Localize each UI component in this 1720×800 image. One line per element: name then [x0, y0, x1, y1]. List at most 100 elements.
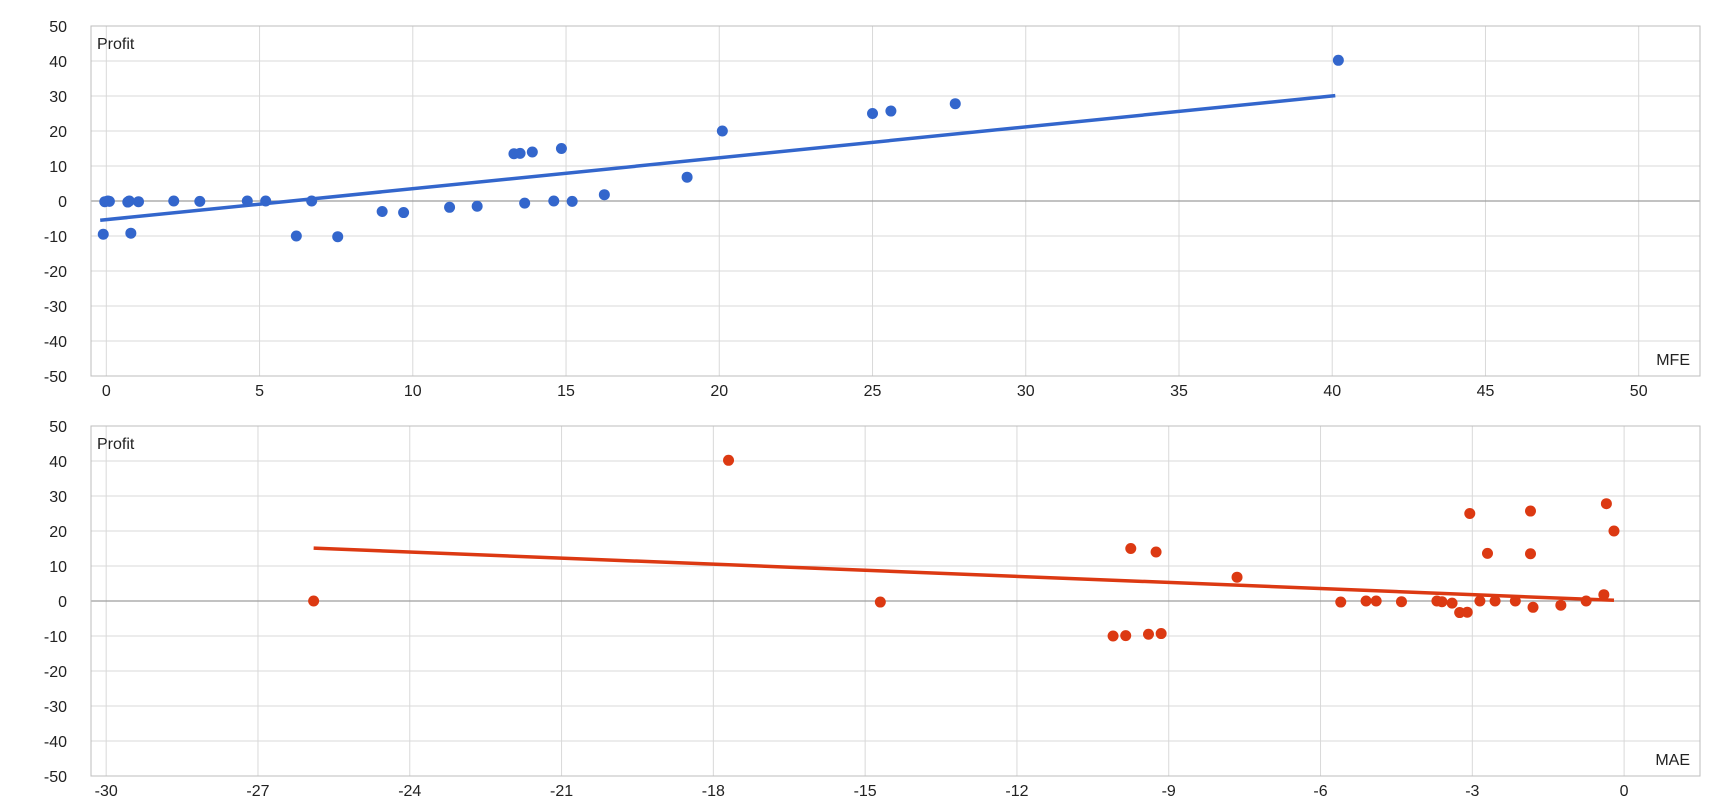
data-point [885, 105, 897, 117]
y-tick-label: -30 [44, 699, 67, 716]
y-tick-label: -50 [44, 369, 67, 386]
y-tick-label: 0 [58, 194, 67, 211]
y-tick-label: -50 [44, 769, 67, 786]
data-point [1474, 595, 1486, 607]
x-tick-labels: -30 -27 -24 -21 -18 -15 -12 -9 -6 -3 0 [95, 783, 1629, 800]
data-point [1524, 548, 1536, 560]
x-tick-label: -27 [246, 783, 269, 800]
data-point [526, 146, 538, 158]
data-point [1107, 630, 1119, 642]
data-point [1464, 508, 1476, 519]
data-point [308, 595, 320, 607]
data-point [1598, 589, 1610, 601]
data-point [566, 195, 578, 207]
x-tick-label: -30 [95, 783, 118, 800]
data-point [681, 171, 693, 183]
y-tick-label: 50 [49, 419, 67, 436]
y-tick-label: -10 [44, 229, 67, 246]
y-tick-label: 0 [58, 594, 67, 611]
y-tick-label: 40 [49, 454, 67, 471]
data-point [514, 147, 526, 159]
data-point [1370, 595, 1382, 607]
data-point [133, 196, 145, 208]
data-point [398, 207, 410, 219]
data-point [1509, 595, 1521, 607]
x-tick-label: -9 [1162, 783, 1176, 800]
data-point [1125, 543, 1137, 554]
data-point [103, 195, 115, 207]
data-point [1481, 547, 1493, 559]
data-point [97, 228, 109, 240]
y-tick-label: -30 [44, 299, 67, 316]
data-point [1150, 546, 1162, 558]
mfe-scatter-chart: 50 40 30 20 10 0 -10 -20 -30 -40 -50 0 5 10 15 20 25 30 3… [44, 19, 1701, 400]
data-point [1360, 595, 1372, 607]
data-point [1600, 498, 1612, 510]
x-tick-label: -12 [1005, 783, 1028, 800]
x-tick-label: -3 [1465, 783, 1479, 800]
x-tick-label: 10 [404, 383, 422, 400]
data-point [1608, 525, 1620, 537]
data-point [260, 195, 272, 207]
y-tick-label: -20 [44, 264, 67, 281]
data-point [1155, 628, 1167, 640]
data-point [1580, 595, 1592, 607]
y-axis-label: Profit [97, 436, 135, 453]
x-tick-labels: 0 5 10 15 20 25 30 35 40 45 50 [102, 383, 1648, 400]
data-point [1332, 54, 1344, 66]
x-tick-label: -21 [550, 783, 573, 800]
x-axis-label: MAE [1655, 752, 1690, 769]
y-axis-label: Profit [97, 36, 135, 53]
data-point [1555, 599, 1567, 611]
data-point [1489, 595, 1501, 607]
data-point [519, 197, 531, 209]
data-point [1461, 606, 1473, 618]
data-point [306, 195, 318, 207]
data-point [194, 195, 206, 207]
data-point [1395, 596, 1407, 608]
data-point [1120, 630, 1132, 642]
y-tick-label: 30 [49, 89, 67, 106]
data-points [308, 454, 1620, 642]
y-tick-label: 20 [49, 524, 67, 541]
y-tick-label: 10 [49, 559, 67, 576]
data-point [716, 125, 728, 137]
x-tick-label: 20 [710, 383, 728, 400]
x-tick-label: 0 [1620, 783, 1629, 800]
data-point [1436, 596, 1448, 608]
x-tick-label: 45 [1477, 383, 1495, 400]
x-tick-label: 25 [864, 383, 882, 400]
data-point [949, 98, 961, 110]
data-point [1231, 571, 1243, 583]
x-tick-label: 35 [1170, 383, 1188, 400]
data-point [376, 206, 388, 217]
data-point [874, 596, 886, 608]
y-tick-label: -40 [44, 734, 67, 751]
trendline [100, 93, 1336, 222]
plot-frame [90, 425, 1701, 777]
x-tick-label: -18 [702, 783, 725, 800]
data-point [598, 189, 610, 201]
data-point [332, 231, 344, 243]
y-tick-label: 40 [49, 54, 67, 71]
y-tick-labels: 50 40 30 20 10 0 -10 -20 -30 -40 -50 [44, 419, 67, 786]
y-tick-label: 30 [49, 489, 67, 506]
data-point [241, 195, 253, 207]
data-point [867, 108, 879, 119]
y-tick-label: 20 [49, 124, 67, 141]
x-tick-label: 40 [1323, 383, 1341, 400]
data-point [723, 454, 735, 466]
y-tick-label: -10 [44, 629, 67, 646]
x-tick-label: 30 [1017, 383, 1035, 400]
x-tick-label: 0 [102, 383, 111, 400]
data-point [555, 143, 567, 154]
data-point [123, 195, 135, 207]
data-point [548, 195, 560, 207]
data-point [444, 201, 456, 213]
data-point [1527, 601, 1539, 613]
y-tick-label: 10 [49, 159, 67, 176]
y-tick-label: -40 [44, 334, 67, 351]
x-tick-label: 5 [255, 383, 264, 400]
x-tick-label: -24 [398, 783, 421, 800]
